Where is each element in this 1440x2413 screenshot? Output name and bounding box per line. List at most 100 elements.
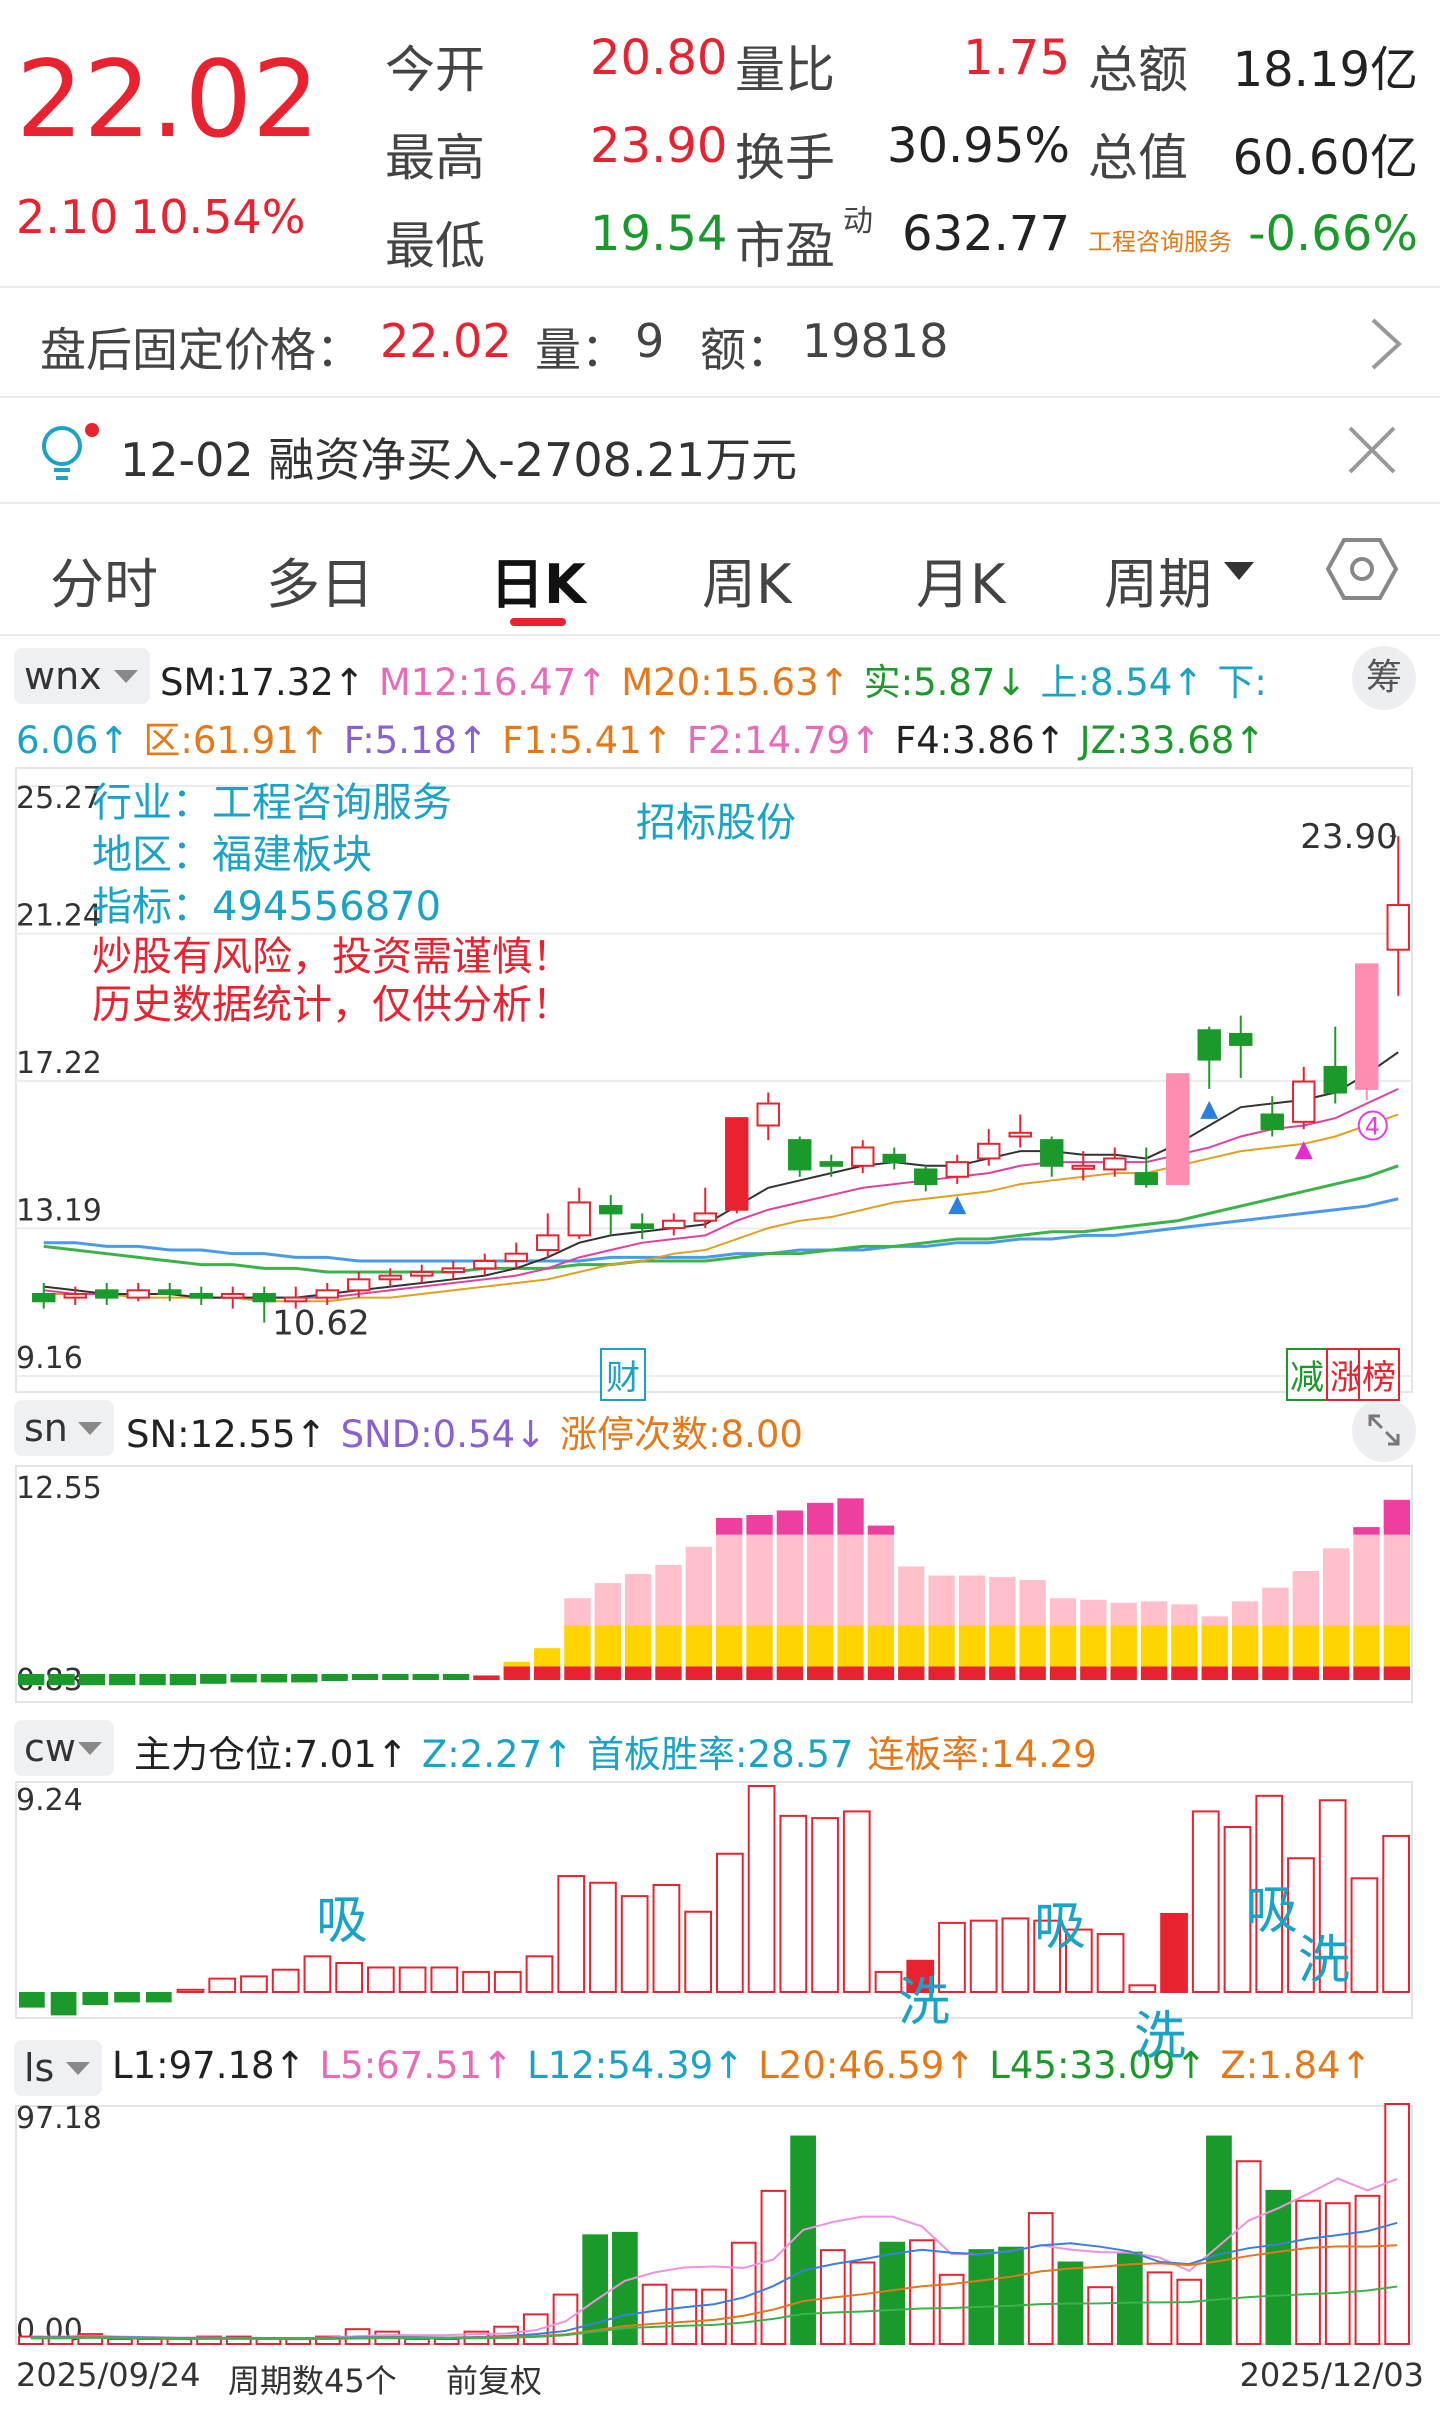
cw-bar-31 <box>1001 1917 1030 1994</box>
candle-body-34 <box>1103 1157 1127 1171</box>
cw-ind-value-0: 主力仓位:7.01↑ <box>134 1733 408 1776</box>
main-ind-b-value-6: JZ:33.68↑ <box>1079 719 1266 762</box>
ls-bar-32 <box>968 2249 995 2346</box>
sn-bar-32-seg-1 <box>989 1625 1016 1667</box>
candle-body-28 <box>914 1168 938 1186</box>
sn-bar-19-seg-2 <box>594 1583 621 1626</box>
annotation-absorb-1: 吸 <box>316 1891 369 1951</box>
sn-bar-44-seg-0 <box>1353 1666 1380 1680</box>
cw-bar-3 <box>114 1992 140 2003</box>
margin-notice[interactable]: 12-02 融资净买入-2708.21万元 <box>0 398 1440 502</box>
ls-bar-25 <box>760 2189 787 2345</box>
margin-notice-text: 12-02 融资净买入-2708.21万元 <box>120 433 798 487</box>
sn-bar-13 <box>412 1674 439 1680</box>
annotation-absorb-3: 吸 <box>1246 1881 1299 1941</box>
chevron-right-icon <box>1371 318 1402 370</box>
sn-bar-22-seg-1 <box>685 1625 712 1667</box>
cw-bar-40 <box>1287 1857 1315 1993</box>
sn-bar-43-seg-0 <box>1322 1666 1350 1680</box>
cw-bar-11 <box>367 1966 395 1994</box>
close-icon[interactable] <box>1346 424 1398 476</box>
footer-end-date: 2025/12/03 <box>1239 2356 1424 2394</box>
cw-bar-9 <box>303 1955 332 1993</box>
sn-bar-42-seg-2 <box>1292 1570 1319 1626</box>
sn-bar-33-seg-1 <box>1019 1625 1046 1667</box>
tab-monthly-k[interactable]: 月K <box>916 553 1006 616</box>
info-region: 地区：福建板块 <box>92 832 372 878</box>
ls-axis-tick-top: 97.18 <box>16 2101 102 2136</box>
sn-bar-18-seg-1 <box>564 1625 591 1667</box>
sn-bar-43-seg-1 <box>1322 1625 1350 1667</box>
risk-warning-1: 炒股有风险，投资需谨慎！ <box>92 934 572 980</box>
reduce-marker[interactable]: 减 <box>1286 1348 1328 1401</box>
ranking-marker[interactable]: 榜 <box>1358 1348 1400 1401</box>
high-value: 23.90 <box>590 118 728 174</box>
main-ind-b-value-3: F1:5.41↑ <box>502 719 673 762</box>
sn-bar-24-seg-3 <box>746 1514 773 1535</box>
ls-bar-13 <box>404 2338 430 2346</box>
ls-bar-0 <box>18 2335 44 2345</box>
ls-bar-21 <box>641 2283 668 2345</box>
after-hours-row[interactable]: 盘后固定价格： 22.02 量： 9 额： 19818 <box>0 288 1440 396</box>
cw-bar-20 <box>652 1883 681 1994</box>
cw-indicator-selector[interactable]: cw <box>14 1720 114 1776</box>
sn-bar-27-seg-2 <box>837 1534 864 1626</box>
sn-ind-value-0: SN:12.55↑ <box>126 1413 327 1456</box>
sn-bar-28-seg-1 <box>867 1625 895 1667</box>
signal-triangle-1 <box>1200 1100 1219 1119</box>
sn-indicator-line: SN:12.55↑ SND:0.54↓ 涨停次数:8.00 <box>126 1404 817 1458</box>
ls-bar-31 <box>938 2273 965 2345</box>
ls-bar-45 <box>1354 2194 1381 2345</box>
ls-bar-43 <box>1295 2199 1321 2346</box>
sn-bar-3 <box>109 1674 136 1686</box>
sn-indicator-selector[interactable]: sn <box>14 1400 114 1456</box>
candle-body-13 <box>441 1267 465 1273</box>
sn-bar-38-seg-2 <box>1171 1604 1198 1626</box>
cw-bar-38 <box>1223 1826 1252 1993</box>
tab-period[interactable]: 周期 <box>1104 553 1212 616</box>
candle-body-18 <box>599 1205 623 1215</box>
price-axis-tick-3: 13.19 <box>16 1193 102 1228</box>
ls-bar-38 <box>1146 2271 1173 2346</box>
open-label: 今开 <box>385 41 485 99</box>
tab-daily-k[interactable]: 日K <box>490 553 586 616</box>
cw-bar-42 <box>1350 1877 1379 1994</box>
tab-multiday[interactable]: 多日 <box>266 553 374 616</box>
main-indicator-selector[interactable]: wnx <box>14 648 150 704</box>
ma-line-ma_m20 <box>43 1113 1399 1303</box>
sn-bar-14 <box>442 1674 470 1680</box>
expand-icon[interactable] <box>1352 1398 1416 1462</box>
finance-marker[interactable]: 财 <box>600 1348 646 1401</box>
high-price-label: 23.90 <box>1300 817 1397 857</box>
cw-bar-33 <box>1065 1928 1093 1994</box>
cw-bar-1 <box>50 1992 77 2016</box>
cw-bar-4 <box>145 1992 172 2003</box>
tab-weekly-k[interactable]: 周K <box>702 553 792 616</box>
ls-indicator-selector[interactable]: ls <box>14 2040 102 2096</box>
sn-bar-44-seg-3 <box>1353 1527 1380 1535</box>
candle-body-14 <box>473 1260 497 1270</box>
cw-bar-15 <box>493 1970 522 1993</box>
sn-bar-2 <box>78 1674 106 1686</box>
ls-bar-14 <box>433 2338 460 2346</box>
footer-adjust-mode[interactable]: 前复权 <box>446 2362 543 2400</box>
chip-distribution-button[interactable]: 筹 <box>1352 646 1416 710</box>
sn-bar-11 <box>351 1674 379 1680</box>
settings-hexagon-icon[interactable] <box>1326 536 1398 602</box>
sn-bar-33-seg-0 <box>1019 1666 1046 1680</box>
sn-bar-33-seg-2 <box>1019 1580 1046 1626</box>
candle-body-1 <box>63 1292 87 1299</box>
ma-line-ma_green <box>43 1164 1399 1274</box>
industry-tag[interactable]: 工程咨询服务 <box>1088 228 1232 256</box>
sn-bar-35-seg-2 <box>1080 1599 1107 1626</box>
low-label: 最低 <box>385 217 485 275</box>
sn-bar-29-seg-1 <box>898 1625 925 1667</box>
ls-ind-value-4: L45:33.09↑ <box>989 2044 1207 2087</box>
tab-intraday[interactable]: 分时 <box>50 553 158 616</box>
ma-line-ma_blue <box>43 1197 1399 1263</box>
candle-body-12 <box>410 1270 434 1277</box>
candle-body-6 <box>221 1292 245 1299</box>
industry-change-value: -0.66% <box>1248 206 1418 262</box>
sn-bar-26-seg-3 <box>807 1502 834 1535</box>
